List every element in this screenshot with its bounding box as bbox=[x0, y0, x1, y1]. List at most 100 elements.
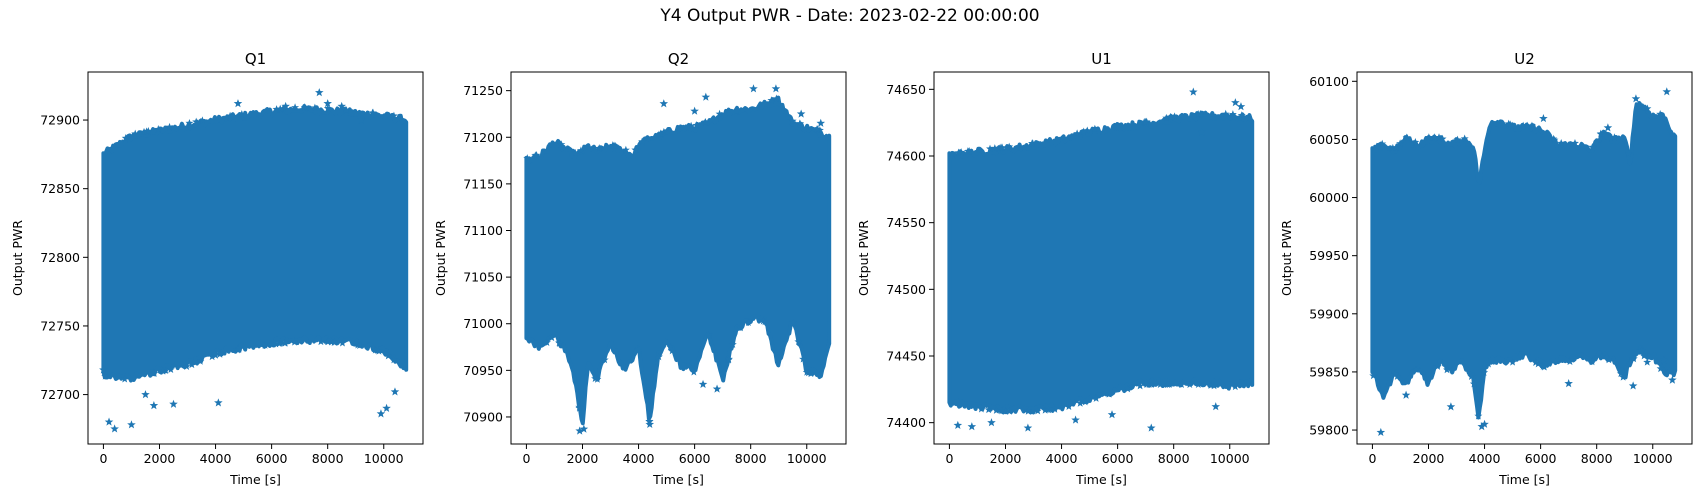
data-point bbox=[300, 103, 309, 111]
data-point bbox=[1508, 358, 1517, 366]
outlier-point bbox=[110, 424, 119, 433]
data-point bbox=[1527, 121, 1536, 130]
data-point bbox=[986, 144, 995, 153]
data-point bbox=[324, 337, 333, 346]
outlier-point bbox=[99, 365, 108, 374]
data-point bbox=[1557, 139, 1566, 147]
data-point bbox=[788, 116, 797, 125]
data-point bbox=[1105, 389, 1114, 398]
outlier-point bbox=[1211, 402, 1221, 411]
data-point bbox=[1412, 365, 1421, 374]
data-point bbox=[621, 145, 630, 154]
data-point bbox=[198, 116, 207, 125]
outlier-point bbox=[1146, 423, 1156, 432]
x-tick-label: 0 bbox=[1368, 451, 1376, 466]
outlier-point bbox=[357, 115, 366, 124]
data-point bbox=[990, 144, 999, 152]
outlier-point bbox=[104, 417, 114, 426]
data-point bbox=[154, 125, 163, 133]
x-axis-label: Time [s] bbox=[229, 472, 281, 487]
data-point bbox=[736, 323, 745, 332]
outlier-point bbox=[698, 379, 708, 388]
data-point bbox=[192, 117, 201, 126]
outlier-point bbox=[749, 84, 758, 93]
data-point bbox=[523, 154, 532, 162]
data-point bbox=[144, 127, 153, 135]
data-point bbox=[182, 362, 191, 370]
data-point bbox=[799, 354, 808, 363]
outlier-point bbox=[575, 426, 584, 435]
data-point bbox=[276, 104, 285, 113]
data-point bbox=[1402, 133, 1411, 142]
data-point bbox=[1480, 368, 1489, 376]
data-point bbox=[369, 108, 378, 117]
data-point bbox=[666, 343, 675, 351]
data-point bbox=[1136, 381, 1145, 390]
data-point bbox=[1378, 139, 1387, 148]
outlier-point bbox=[1197, 127, 1206, 136]
data-point bbox=[1041, 406, 1050, 414]
data-point bbox=[310, 103, 319, 112]
scatter-series-q2 bbox=[523, 84, 832, 435]
x-tick-label: 2000 bbox=[1413, 451, 1445, 466]
data-point bbox=[1435, 133, 1443, 141]
data-point bbox=[1438, 134, 1447, 143]
outlier-point bbox=[1603, 123, 1613, 132]
data-point bbox=[1033, 406, 1042, 415]
y-tick-label: 74600 bbox=[886, 149, 926, 164]
data-point bbox=[1637, 346, 1646, 355]
axes-frame bbox=[933, 71, 1270, 445]
data-point bbox=[789, 318, 798, 327]
y-tick-label: 74550 bbox=[886, 215, 926, 230]
x-tick-label: 4000 bbox=[1469, 451, 1501, 466]
x-tick-label: 0 bbox=[945, 451, 953, 466]
x-tick-label: 2000 bbox=[567, 451, 599, 466]
data-point bbox=[1469, 379, 1478, 388]
outlier-point bbox=[1477, 422, 1487, 431]
data-point bbox=[1391, 370, 1400, 378]
outlier-point bbox=[315, 88, 324, 97]
data-point bbox=[1604, 355, 1613, 364]
data-point bbox=[389, 355, 398, 364]
outlier-point bbox=[579, 424, 589, 433]
data-point bbox=[215, 350, 224, 358]
outlier-point bbox=[816, 118, 826, 127]
y-tick-label: 59950 bbox=[1309, 248, 1349, 263]
data-point bbox=[355, 341, 364, 349]
data-point bbox=[767, 96, 776, 104]
data-point bbox=[557, 140, 566, 148]
data-point bbox=[668, 346, 677, 355]
data-point bbox=[208, 352, 217, 361]
outlier-point bbox=[987, 418, 996, 427]
outlier-point bbox=[1564, 379, 1573, 388]
data-point bbox=[1453, 135, 1462, 144]
data-point bbox=[659, 127, 668, 136]
data-point bbox=[1024, 407, 1033, 415]
data-point bbox=[1001, 407, 1010, 415]
data-point bbox=[226, 111, 235, 120]
outlier-point bbox=[796, 109, 806, 118]
data-point bbox=[165, 122, 174, 131]
data-point bbox=[1616, 369, 1625, 378]
data-point bbox=[1624, 149, 1633, 158]
data-point bbox=[631, 145, 640, 154]
data-point bbox=[1539, 362, 1548, 370]
outlier-point bbox=[1189, 87, 1198, 96]
x-tick-label: 6000 bbox=[256, 451, 288, 466]
y-tick-label: 60000 bbox=[1309, 190, 1349, 205]
data-point bbox=[1588, 142, 1597, 151]
y-tick-label: 71100 bbox=[463, 223, 503, 238]
data-point bbox=[1640, 351, 1649, 360]
data-point bbox=[120, 374, 129, 383]
data-point bbox=[638, 137, 647, 146]
y-tick-label: 71250 bbox=[463, 83, 503, 98]
y-axis-label: Output PWR bbox=[1279, 220, 1294, 296]
data-point bbox=[1531, 358, 1540, 367]
data-point bbox=[1090, 124, 1099, 133]
data-point bbox=[772, 94, 781, 103]
outlier-point bbox=[127, 420, 136, 429]
data-point bbox=[1610, 133, 1619, 141]
data-point bbox=[140, 127, 149, 136]
data-point bbox=[1165, 380, 1174, 389]
subplot-u1: 0 2000 4000 6000 8000 10000 74400 74450 74500 745… bbox=[856, 50, 1270, 487]
